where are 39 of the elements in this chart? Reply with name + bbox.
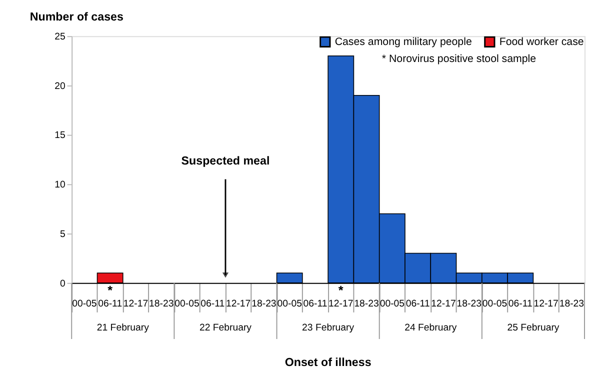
x-tick-label: 18-23 bbox=[149, 298, 174, 310]
x-tick-label: 12-17 bbox=[123, 298, 148, 310]
legend-label: Cases among military people bbox=[334, 36, 472, 48]
y-tick-label: 20 bbox=[54, 80, 66, 92]
x-tick-label: 12-17 bbox=[226, 298, 251, 310]
text: 21 February bbox=[96, 322, 150, 334]
x-tick-label: 06-11 bbox=[303, 298, 328, 310]
x-tick-label: 12-17 bbox=[328, 298, 354, 310]
x-tick-label: 06-11 bbox=[406, 298, 430, 310]
text: 22 February bbox=[199, 322, 252, 334]
y-tick-label: 5 bbox=[60, 228, 66, 240]
annotation: Suspected meal bbox=[181, 154, 270, 168]
text: 23 February bbox=[302, 322, 354, 334]
text: * bbox=[108, 284, 113, 298]
x-tick-label: 18-23 bbox=[252, 298, 276, 310]
annotation: * Norovirus positive stool sample bbox=[382, 53, 536, 66]
x-tick-label: 18-23 bbox=[456, 298, 482, 310]
x-tick-label: 00-05 bbox=[380, 298, 405, 310]
y-tick-label: 10 bbox=[54, 180, 66, 191]
x-tick-label: 12-17 bbox=[534, 298, 558, 310]
x-tick-label: 18-23 bbox=[559, 298, 584, 310]
x-tick-label: 18-23 bbox=[354, 298, 379, 310]
y-axis-title: Number of cases bbox=[30, 10, 124, 24]
x-tick-label: 06-11 bbox=[98, 298, 122, 310]
legend-label: Food worker case bbox=[499, 36, 584, 48]
x-tick-label: 12-17 bbox=[431, 298, 456, 310]
y-tick-label: 0 bbox=[60, 278, 66, 290]
x-tick-label: 06-11 bbox=[508, 298, 532, 310]
x-tick-label: 00-05 bbox=[482, 298, 508, 310]
x-tick-label: 00-05 bbox=[277, 298, 302, 310]
x-tick-label: 06-11 bbox=[200, 298, 225, 310]
y-tick-label: 25 bbox=[54, 32, 66, 42]
x-axis-title: Onset of illness bbox=[284, 356, 372, 370]
y-tick-label: 15 bbox=[54, 130, 66, 142]
text: * bbox=[338, 284, 344, 298]
x-tick-label: 00-05 bbox=[174, 298, 200, 310]
text: 24 February bbox=[404, 322, 457, 334]
text: 25 February bbox=[507, 322, 560, 334]
x-tick-label: 00-05 bbox=[72, 298, 97, 310]
